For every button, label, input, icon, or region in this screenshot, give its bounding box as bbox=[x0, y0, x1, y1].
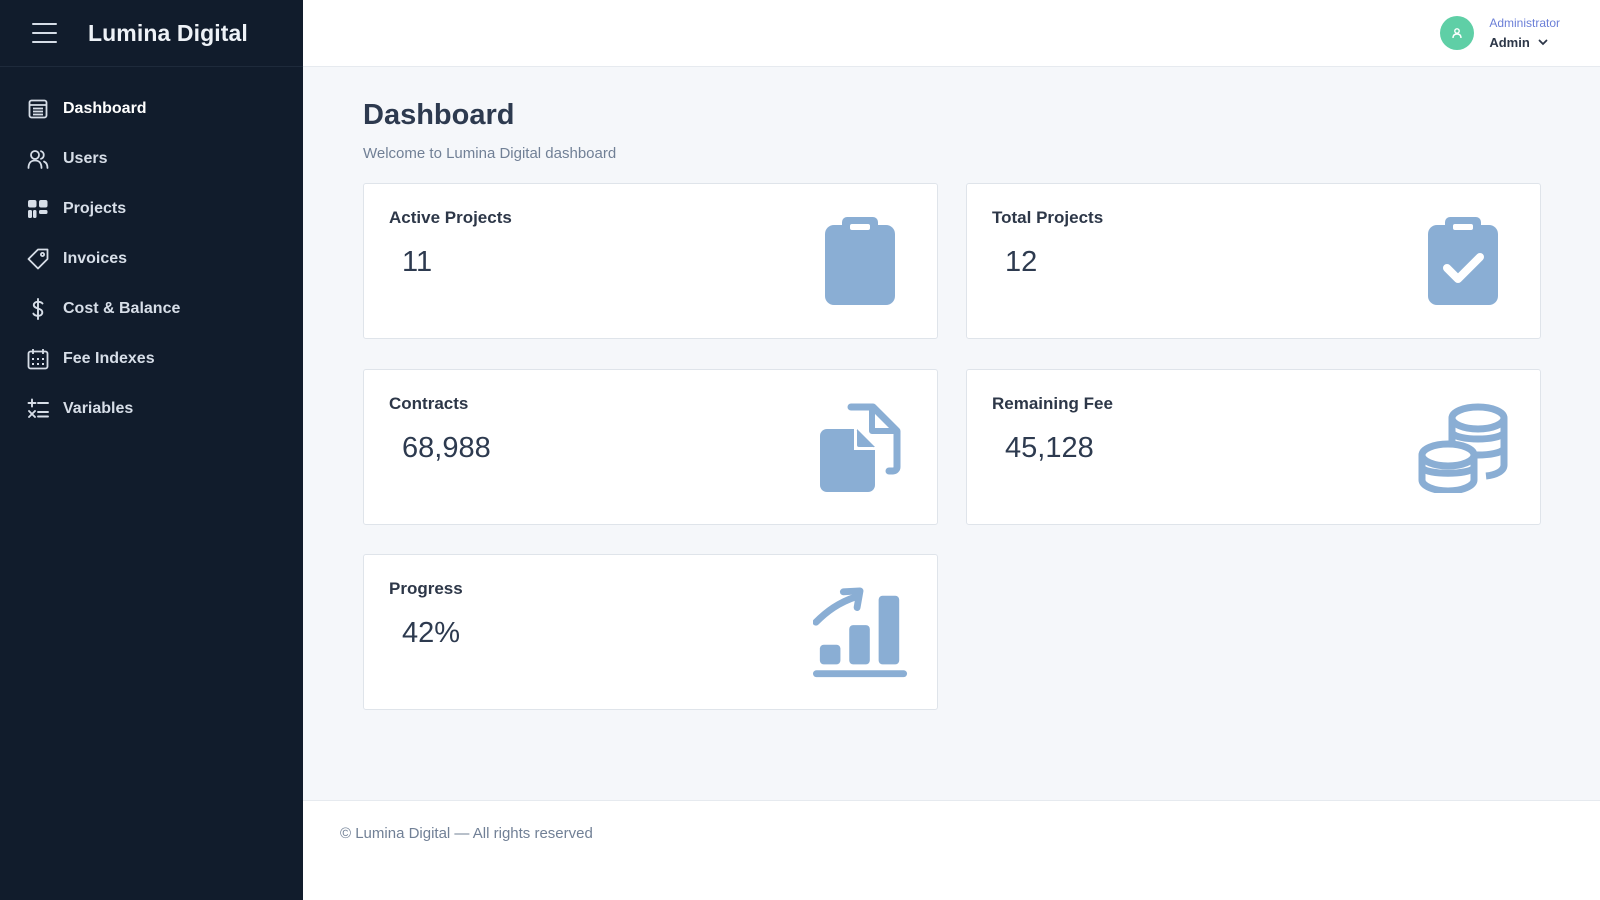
footer: © Lumina Digital — All rights reserved bbox=[303, 800, 1600, 900]
card-title: Total Projects bbox=[992, 208, 1104, 227]
footer-copyright: © Lumina Digital — All rights reserved bbox=[340, 825, 593, 842]
card-value: 68,988 bbox=[402, 432, 491, 464]
sidebar-item-label: Invoices bbox=[63, 250, 128, 267]
sidebar-item-label: Fee Indexes bbox=[63, 350, 155, 367]
sidebar-item-projects[interactable]: Projects bbox=[0, 184, 303, 234]
sidebar-item-label: Cost & Balance bbox=[63, 300, 181, 317]
sidebar-item-dashboard[interactable]: Dashboard bbox=[0, 84, 303, 134]
sidebar-item-label: Dashboard bbox=[63, 100, 147, 117]
stat-card-active-projects[interactable]: Active Projects 11 bbox=[363, 183, 938, 339]
growth-chart-icon bbox=[813, 585, 909, 681]
stat-card-contracts[interactable]: Contracts 68,988 bbox=[363, 369, 938, 525]
clipboard-check-icon bbox=[1416, 214, 1512, 310]
hamburger-menu-icon[interactable] bbox=[32, 23, 57, 43]
sidebar-item-label: Projects bbox=[63, 200, 127, 217]
sidebar-nav: Dashboard Users bbox=[0, 84, 303, 434]
card-title: Remaining Fee bbox=[992, 394, 1113, 413]
sidebar-item-invoices[interactable]: Invoices bbox=[0, 234, 303, 284]
card-value: 42% bbox=[402, 617, 461, 649]
sidebar: Lumina Digital Dashboard bbox=[0, 0, 303, 900]
user-info: Administrator Admin bbox=[1489, 16, 1560, 50]
user-menu[interactable]: Administrator Admin bbox=[1440, 16, 1560, 50]
coins-icon bbox=[1416, 400, 1512, 496]
card-title: Active Projects bbox=[389, 208, 512, 227]
stat-card-progress[interactable]: Progress 42% bbox=[363, 554, 938, 710]
avatar[interactable] bbox=[1440, 16, 1475, 50]
card-title: Progress bbox=[389, 579, 463, 598]
main-content: Dashboard Welcome to Lumina Digital dash… bbox=[303, 67, 1600, 800]
card-value: 11 bbox=[402, 246, 433, 278]
users-icon bbox=[27, 148, 49, 170]
dashboard-icon bbox=[27, 98, 49, 120]
card-title: Contracts bbox=[389, 394, 469, 413]
chevron-down-icon bbox=[1538, 39, 1548, 46]
variables-icon bbox=[27, 398, 49, 420]
sidebar-item-label: Users bbox=[63, 150, 108, 167]
calendar-icon bbox=[27, 348, 49, 370]
dollar-icon bbox=[27, 298, 49, 320]
sidebar-item-label: Variables bbox=[63, 400, 134, 417]
sidebar-item-users[interactable]: Users bbox=[0, 134, 303, 184]
user-name-label: Admin bbox=[1489, 35, 1530, 50]
card-value: 12 bbox=[1005, 246, 1038, 278]
sidebar-item-variables[interactable]: Variables bbox=[0, 384, 303, 434]
projects-icon bbox=[27, 198, 49, 220]
clipboard-icon bbox=[813, 214, 909, 310]
card-value: 45,128 bbox=[1005, 432, 1094, 464]
files-icon bbox=[813, 400, 909, 496]
top-bar: Administrator Admin bbox=[303, 0, 1600, 67]
sidebar-header: Lumina Digital bbox=[0, 0, 303, 67]
page-title: Dashboard bbox=[363, 99, 515, 131]
stat-card-total-projects[interactable]: Total Projects 12 bbox=[966, 183, 1541, 339]
tag-icon bbox=[27, 248, 49, 270]
user-name[interactable]: Admin bbox=[1489, 35, 1560, 50]
brand-name[interactable]: Lumina Digital bbox=[88, 19, 248, 46]
sidebar-item-cost-balance[interactable]: Cost & Balance bbox=[0, 284, 303, 334]
page-subtitle: Welcome to Lumina Digital dashboard bbox=[363, 145, 617, 162]
sidebar-item-fee-indexes[interactable]: Fee Indexes bbox=[0, 334, 303, 384]
stat-card-remaining-fee[interactable]: Remaining Fee 45,128 bbox=[966, 369, 1541, 525]
user-role: Administrator bbox=[1489, 16, 1560, 30]
